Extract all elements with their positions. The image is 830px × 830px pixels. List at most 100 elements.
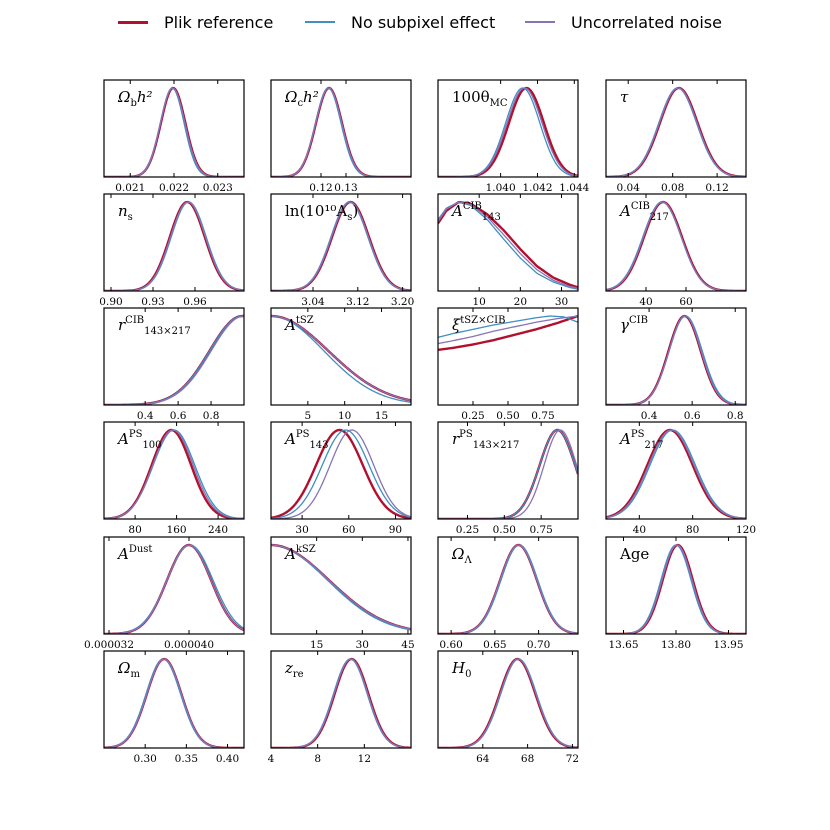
x-tick-label: 10 [472, 296, 485, 308]
subplot-4: 0.90 0.93 0.96 ns [99, 193, 245, 308]
subplot-2: 1.040 1.042 1.044 100θMC [437, 79, 590, 194]
subplot-title: zre [284, 659, 304, 680]
x-tick-label: 1.040 [486, 182, 516, 194]
subplot-title: ΩΛ [451, 545, 472, 566]
legend-swatch-uncorrelated [525, 21, 555, 23]
series-no-subpixel-effect [271, 429, 411, 519]
subplot-7: 40 60 ACIB217 [605, 193, 747, 308]
x-tick-label: 13.95 [713, 639, 743, 651]
x-tick-label: 0.6 [684, 410, 701, 422]
x-tick-label: 0.25 [461, 410, 484, 422]
subplot-5: 3.04 3.12 3.20 ln(10¹⁰As) [270, 193, 414, 308]
x-tick-label: 0.13 [334, 182, 357, 194]
x-tick-label: 0.75 [529, 524, 552, 536]
x-tick-label: 3.20 [391, 296, 414, 308]
subplot-title: γCIB [620, 315, 648, 334]
series-no-subpixel-effect [438, 315, 578, 338]
plot-frame [437, 421, 579, 520]
subplot-17: 15 30 45 AkSZ [270, 536, 415, 651]
x-tick-label: 0.6 [170, 410, 187, 422]
legend-item-plik-reference: Plik reference [118, 12, 273, 32]
plot-frame [103, 650, 245, 749]
x-tick-label: 0.25 [456, 524, 479, 536]
x-tick-label: 0.023 [203, 182, 233, 194]
subplot-3: 0.04 0.08 0.12 τ [605, 79, 747, 194]
series-uncorrelated-noise [606, 87, 746, 177]
x-tick-label: 0.50 [496, 410, 519, 422]
plot-frame [270, 79, 412, 178]
x-tick-label: 160 [167, 524, 187, 536]
subplot-title: Ωm [117, 659, 140, 680]
x-tick-label: 0.93 [141, 296, 164, 308]
plot-frame [103, 307, 245, 406]
subplot-20: 0.30 0.35 0.40 Ωm [103, 650, 245, 765]
x-tick-label: 40 [639, 296, 652, 308]
x-tick-label: 0.90 [99, 296, 122, 308]
subplot-title: APS217 [618, 429, 664, 451]
series-uncorrelated-noise [438, 315, 578, 345]
series-uncorrelated-noise [271, 429, 411, 519]
plot-frame [103, 421, 245, 520]
series-no-subpixel-effect [438, 429, 578, 519]
x-tick-label: 0.8 [727, 410, 744, 422]
subplot-16: 0.000032 0.000040 ADust [84, 536, 245, 651]
x-tick-label: 80 [686, 524, 699, 536]
series-uncorrelated-noise [438, 201, 578, 289]
legend-swatch-plik [118, 20, 148, 24]
plot-frame [103, 536, 245, 635]
subplot-9: 5 10 15 AtSZ [270, 307, 412, 422]
plot-frame [605, 79, 747, 178]
subplot-15: 40 80 120 APS217 [605, 421, 756, 536]
legend-label: Plik reference [164, 12, 274, 32]
subplot-21: 4 8 12 zre [268, 650, 412, 765]
x-tick-label: 12 [358, 753, 371, 765]
subplot-title: ADust [116, 544, 152, 563]
x-tick-label: 120 [736, 524, 756, 536]
subplot-19: 13.65 13.80 13.95 Age [605, 536, 747, 651]
x-tick-label: 0.000032 [84, 639, 134, 651]
plot-frame [270, 421, 412, 520]
legend-item-no-subpixel: No subpixel effect [305, 12, 495, 32]
plot-frame [437, 79, 579, 178]
x-tick-label: 0.30 [133, 753, 156, 765]
x-tick-label: 0.65 [483, 639, 506, 651]
x-tick-label: 0.12 [309, 182, 332, 194]
subplot-title: APS100 [116, 429, 162, 451]
subplot-title: Ωbh² [117, 88, 153, 109]
x-tick-label: 8 [314, 753, 321, 765]
x-tick-label: 80 [128, 524, 141, 536]
subplot-title: ACIB217 [618, 201, 669, 223]
x-tick-label: 0.4 [641, 410, 658, 422]
x-tick-label: 30 [356, 639, 369, 651]
x-tick-label: 0.60 [439, 639, 462, 651]
x-tick-label: 0.12 [705, 182, 728, 194]
x-tick-label: 3.12 [346, 296, 369, 308]
plot-frame [270, 650, 412, 749]
x-tick-label: 0.70 [527, 639, 550, 651]
x-tick-label: 72 [566, 753, 579, 765]
series-plik-reference [271, 428, 411, 519]
series-plik-reference [606, 428, 746, 519]
series-uncorrelated-noise [104, 429, 244, 519]
plot-frame [270, 193, 412, 292]
x-tick-label: 60 [679, 296, 692, 308]
x-tick-label: 0.96 [183, 296, 207, 308]
x-tick-label: 0.022 [159, 182, 189, 194]
series-uncorrelated-noise [271, 544, 411, 630]
x-tick-label: 0.40 [216, 753, 239, 765]
legend-swatch-no-subpixel [305, 21, 335, 23]
series-uncorrelated-noise [271, 201, 411, 291]
x-tick-label: 0.000040 [164, 639, 214, 651]
legend-item-uncorrelated-noise: Uncorrelated noise [525, 12, 722, 32]
subplot-18: 0.60 0.65 0.70 ΩΛ [437, 536, 579, 651]
subplot-title: ln(10¹⁰As) [285, 202, 358, 223]
x-tick-label: 4 [268, 753, 275, 765]
subplot-6: 10 20 30 ACIB143 [437, 193, 579, 308]
subplot-title: 100θMC [452, 88, 508, 109]
subplot-title: ξtSZ×CIB [452, 315, 505, 334]
subplot-title: ns [118, 202, 133, 223]
x-tick-label: 45 [401, 639, 414, 651]
x-tick-label: 68 [521, 753, 534, 765]
subplot-title: AtSZ [283, 315, 314, 334]
